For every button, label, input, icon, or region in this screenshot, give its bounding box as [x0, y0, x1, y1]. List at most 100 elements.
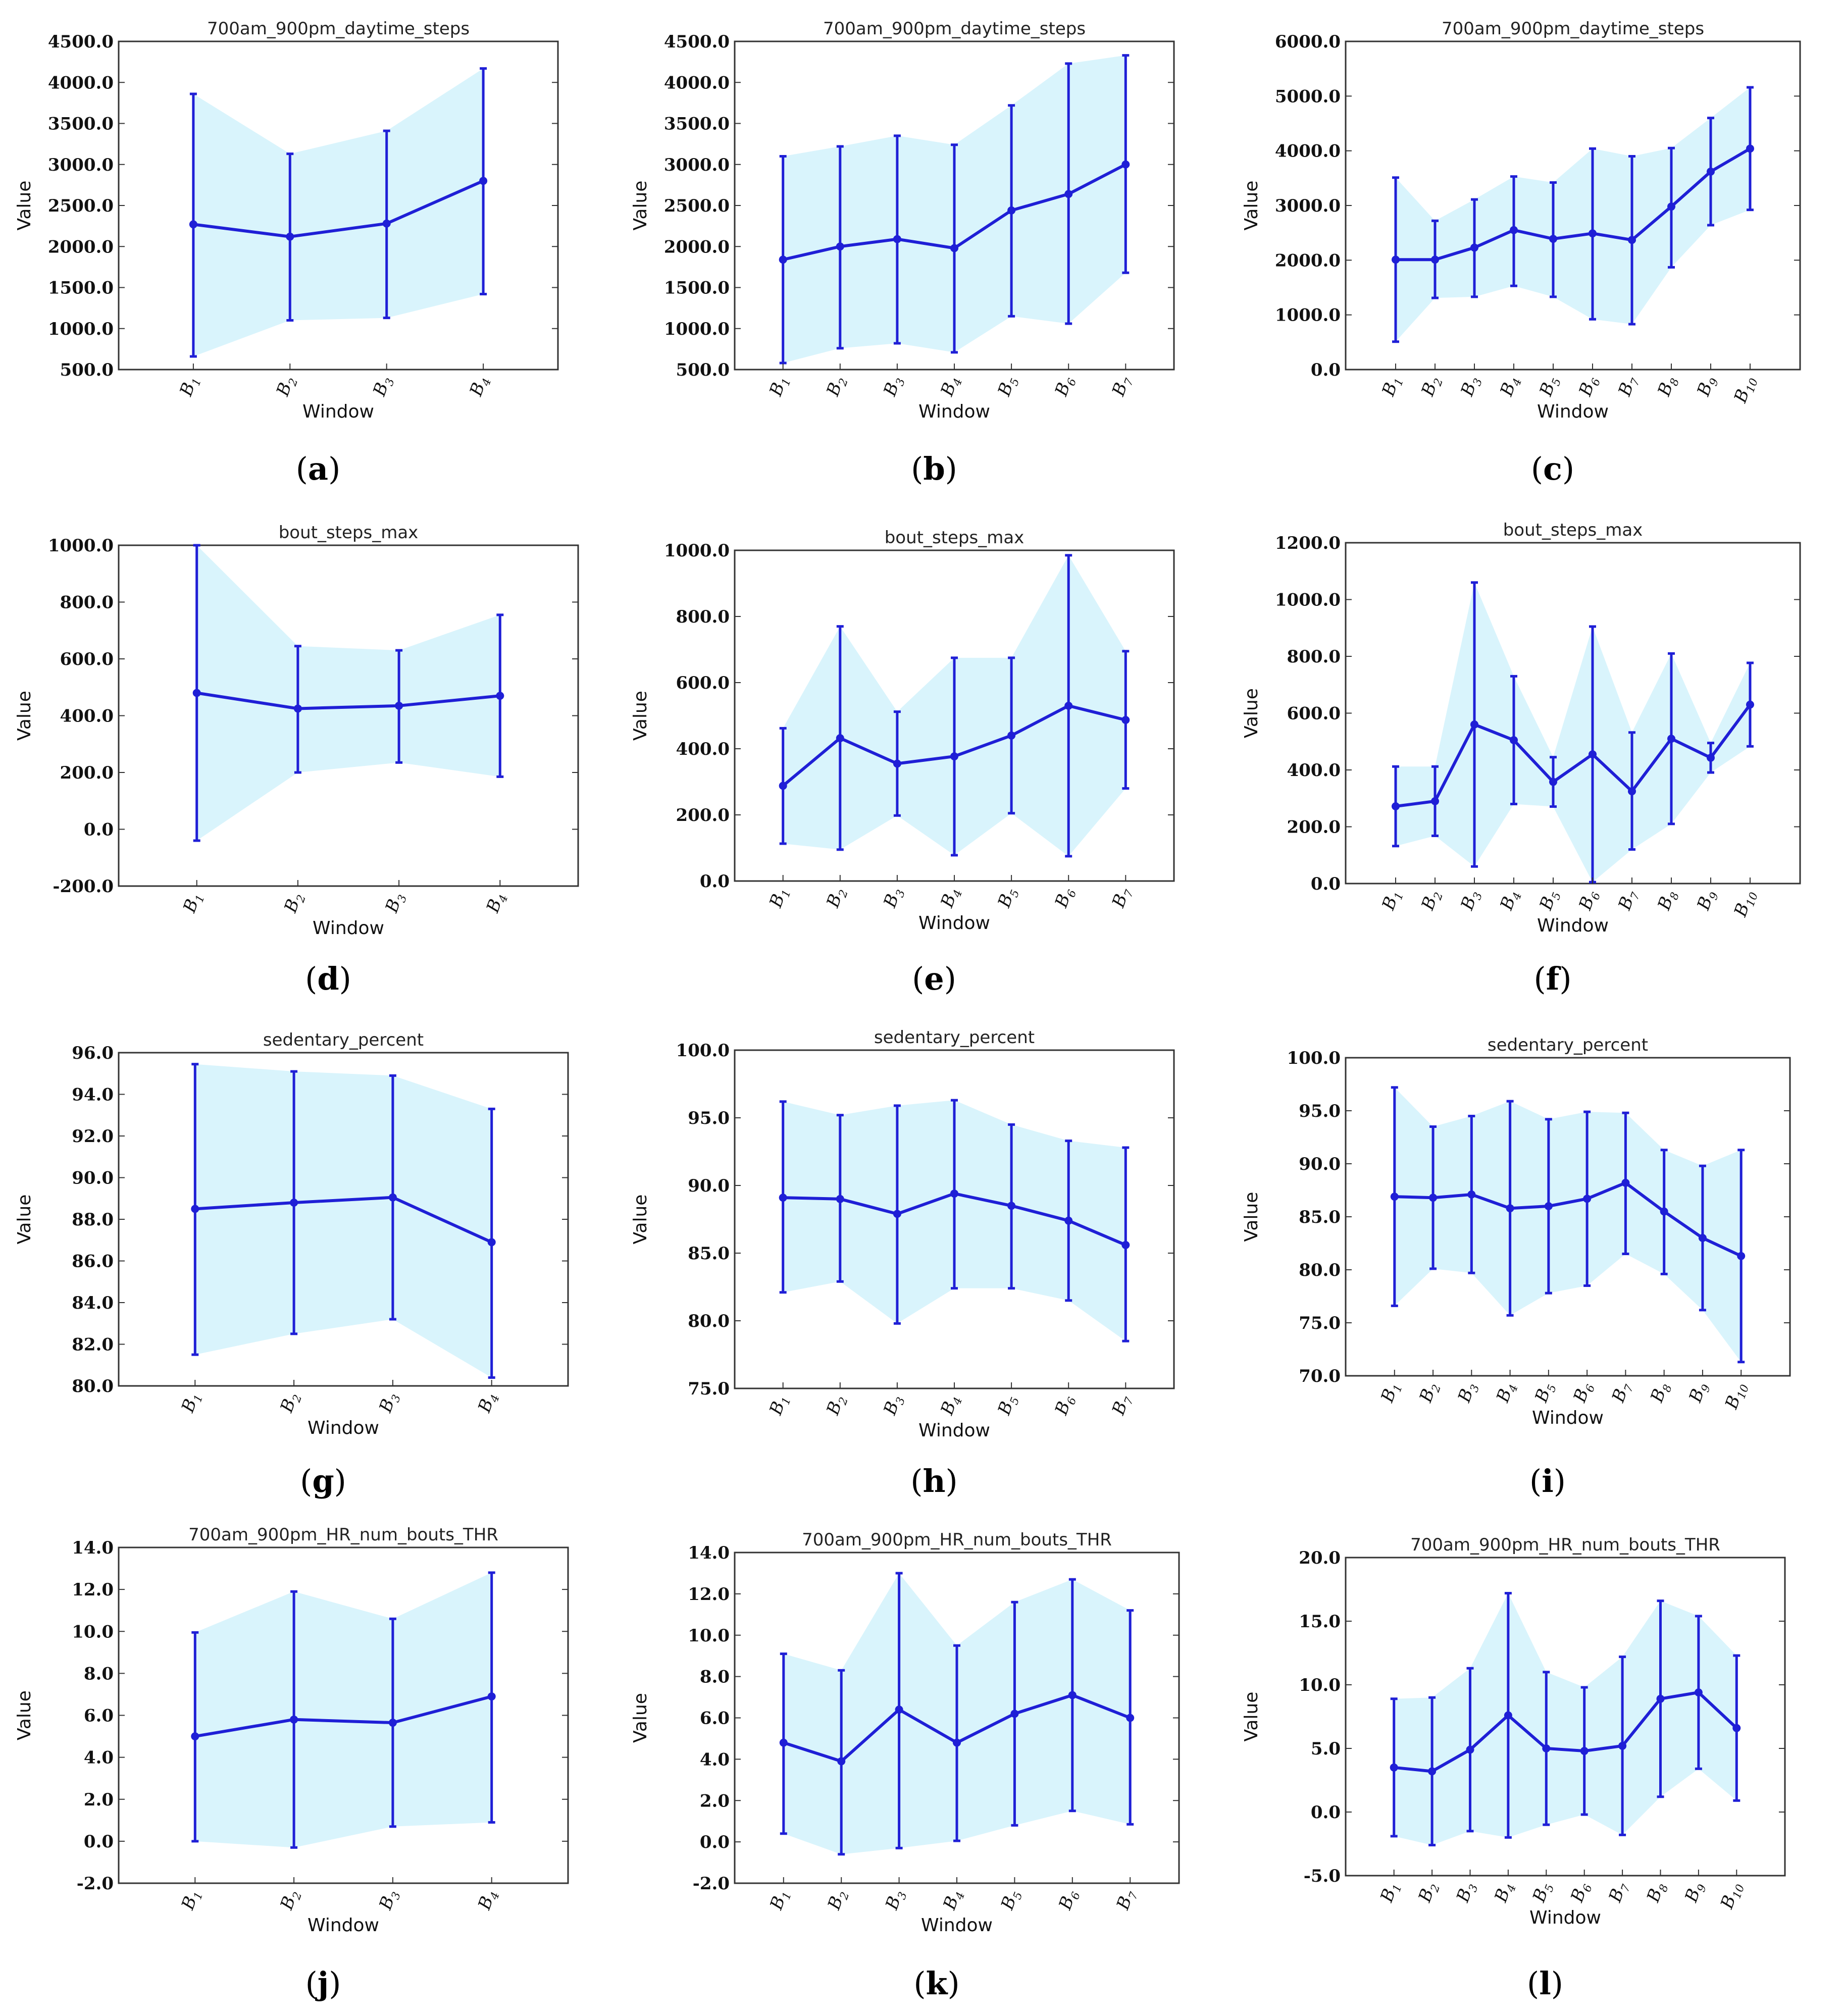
y-tick-label: 70.0 [1299, 1366, 1341, 1386]
y-tick-label: 1000.0 [664, 541, 730, 561]
y-tick-label: 800.0 [1287, 647, 1341, 667]
data-point [382, 219, 391, 228]
y-tick-label: 95.0 [688, 1108, 730, 1128]
data-point [950, 244, 958, 252]
y-tick-label: 100.0 [676, 1041, 730, 1061]
x-tick-label: B2 [823, 1392, 851, 1419]
y-tick-label: 1000.0 [48, 319, 114, 339]
y-tick-label: 600.0 [676, 673, 730, 693]
data-point [1544, 1202, 1553, 1210]
y-tick-label: 4.0 [84, 1748, 114, 1768]
x-tick-label: B7 [1108, 373, 1136, 400]
data-point [1746, 144, 1754, 153]
data-point [1506, 1204, 1514, 1213]
data-point [1064, 1216, 1073, 1225]
chart-title: 700am_900pm_HR_num_bouts_THR [802, 1530, 1112, 1550]
data-point [1667, 735, 1675, 743]
range-band [1396, 582, 1750, 883]
chart-title: bout_steps_max [885, 528, 1025, 548]
x-tick-label: B3 [1453, 1879, 1481, 1906]
data-point [1589, 750, 1597, 759]
range-band [195, 1064, 492, 1378]
x-tick-label: B8 [1654, 887, 1682, 914]
y-tick-label: 8.0 [700, 1667, 730, 1687]
x-tick-label: B8 [1647, 1379, 1675, 1406]
y-tick-label: 500.0 [60, 360, 114, 380]
y-tick-label: 88.0 [72, 1210, 114, 1230]
y-tick-label: 200.0 [1287, 817, 1341, 838]
y-axis-label: Value [630, 1693, 651, 1743]
data-point [1660, 1207, 1668, 1216]
y-axis-label: Value [14, 1195, 35, 1245]
x-tick-label: B2 [272, 373, 300, 400]
x-tick-label: B2 [823, 885, 851, 911]
x-tick-label: B4 [937, 373, 965, 400]
mean-line [195, 1196, 492, 1244]
y-tick-label: 2500.0 [48, 196, 114, 216]
y-tick-label: 4000.0 [48, 73, 114, 93]
x-tick-label: B1 [179, 890, 208, 916]
data-point [1392, 802, 1400, 810]
data-point [1429, 1194, 1438, 1202]
y-tick-label: 400.0 [60, 706, 114, 727]
x-tick-label: B8 [1654, 373, 1682, 400]
y-tick-label: 10.0 [1299, 1675, 1341, 1695]
data-point [293, 704, 302, 713]
x-tick-label: B3 [381, 890, 409, 916]
y-tick-label: 4000.0 [664, 73, 730, 93]
data-point [1589, 229, 1597, 238]
data-point [893, 235, 901, 243]
y-tick-label: 84.0 [72, 1293, 114, 1313]
data-point [1580, 1747, 1589, 1755]
y-tick-label: 3000.0 [48, 155, 114, 175]
x-tick-label: B1 [177, 1389, 206, 1416]
x-axis-label: Window [313, 918, 384, 939]
panel-caption: (j) [305, 1965, 341, 2002]
x-tick-label: B1 [766, 1887, 794, 1914]
y-tick-label: 2000.0 [48, 237, 114, 257]
chart-panel-l: 700am_900pm_HR_num_bouts_THR -5.0 0.0 5.0 10… [1241, 1535, 1786, 2002]
data-point [1628, 236, 1636, 244]
mean-line [196, 691, 500, 710]
mean-line [194, 1695, 492, 1738]
y-tick-label: 86.0 [72, 1252, 114, 1272]
data-point [1068, 1691, 1077, 1699]
y-axis-label: Value [1241, 1692, 1262, 1742]
data-point [1431, 255, 1439, 264]
data-point [779, 1194, 787, 1202]
y-tick-label: 4500.0 [664, 32, 730, 52]
data-point [1007, 731, 1016, 740]
data-point [1007, 206, 1016, 215]
data-point [1467, 1190, 1476, 1199]
data-point [950, 1190, 958, 1198]
x-axis-label: Window [921, 1915, 993, 1936]
chart-title: bout_steps_max [1503, 520, 1643, 540]
range-band [195, 1572, 492, 1848]
x-tick-label: B4 [1493, 1379, 1521, 1406]
panel-caption: (b) [911, 450, 957, 487]
x-tick-label: B6 [1051, 885, 1079, 911]
data-point [1007, 1202, 1016, 1210]
data-point [1667, 202, 1675, 211]
chart-title: sedentary_percent [874, 1027, 1035, 1048]
chart-title: 700am_900pm_HR_num_bouts_THR [1410, 1535, 1720, 1555]
x-tick-label: B6 [1575, 887, 1603, 914]
y-axis-label: Value [1241, 688, 1262, 738]
y-tick-label: 200.0 [676, 805, 730, 825]
data-point [1431, 797, 1439, 805]
y-tick-label: 2000.0 [664, 237, 730, 257]
x-tick-label: B4 [1491, 1879, 1519, 1906]
y-tick-label: 92.0 [72, 1126, 114, 1147]
x-tick-label: B2 [1417, 887, 1446, 914]
data-point [1698, 1234, 1707, 1242]
mean-line [1396, 147, 1751, 262]
x-tick-label: B4 [937, 885, 965, 911]
y-tick-label: 4500.0 [48, 32, 114, 52]
chart-panel-a: 700am_900pm_daytime_steps 500.0 1000.0 1500… [14, 19, 559, 487]
panel-caption: (f) [1533, 960, 1571, 997]
chart-title: bout_steps_max [279, 523, 419, 543]
x-tick-label: B4 [474, 1887, 502, 1914]
data-point [1470, 720, 1478, 729]
chart-panel-e: bout_steps_max 0.0 200.0 400.0 600.0 800.0 100… [630, 528, 1175, 997]
